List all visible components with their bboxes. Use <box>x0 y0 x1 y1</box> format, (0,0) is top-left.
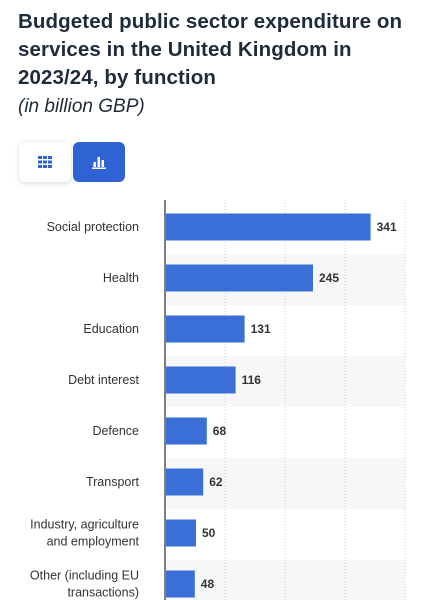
category-label: Other (including EU <box>30 569 139 583</box>
bar-chart: 341 Social protection 245 Health 131 Educatio… <box>0 200 445 600</box>
category-label: transactions) <box>67 586 139 600</box>
value-label: 68 <box>213 424 227 438</box>
bar-6 <box>166 468 204 496</box>
bar-chart-icon <box>92 157 106 169</box>
bar-4 <box>166 366 236 394</box>
bar-5 <box>166 417 207 445</box>
category-label: Social protection <box>47 220 139 234</box>
category-label: and employment <box>47 535 140 549</box>
table-view-button[interactable] <box>19 142 71 182</box>
value-label: 245 <box>319 271 339 285</box>
grid-table-icon <box>38 156 52 168</box>
category-label: Industry, agriculture <box>30 518 139 532</box>
bar-2 <box>166 264 313 292</box>
category-label: Education <box>83 322 139 336</box>
category-label: Transport <box>86 475 140 489</box>
chart-view-button[interactable] <box>73 142 125 182</box>
category-label: Debt interest <box>68 373 139 387</box>
bar-8 <box>166 570 195 598</box>
value-label: 48 <box>201 577 215 591</box>
category-label: Defence <box>92 424 139 438</box>
value-label: 131 <box>251 322 271 336</box>
category-label: Health <box>103 271 139 285</box>
value-label: 116 <box>242 373 262 387</box>
bar-1 <box>166 213 371 241</box>
chart-svg: 341 Social protection 245 Health 131 Educatio… <box>30 200 406 600</box>
chart-subtitle: (in billion GBP) <box>18 96 145 117</box>
bar-3 <box>166 315 245 343</box>
bar-7 <box>166 519 196 547</box>
value-label: 341 <box>377 220 397 234</box>
chart-title: Budgeted public sector expenditure on se… <box>18 10 403 89</box>
value-label: 62 <box>209 475 223 489</box>
value-label: 50 <box>202 526 216 540</box>
